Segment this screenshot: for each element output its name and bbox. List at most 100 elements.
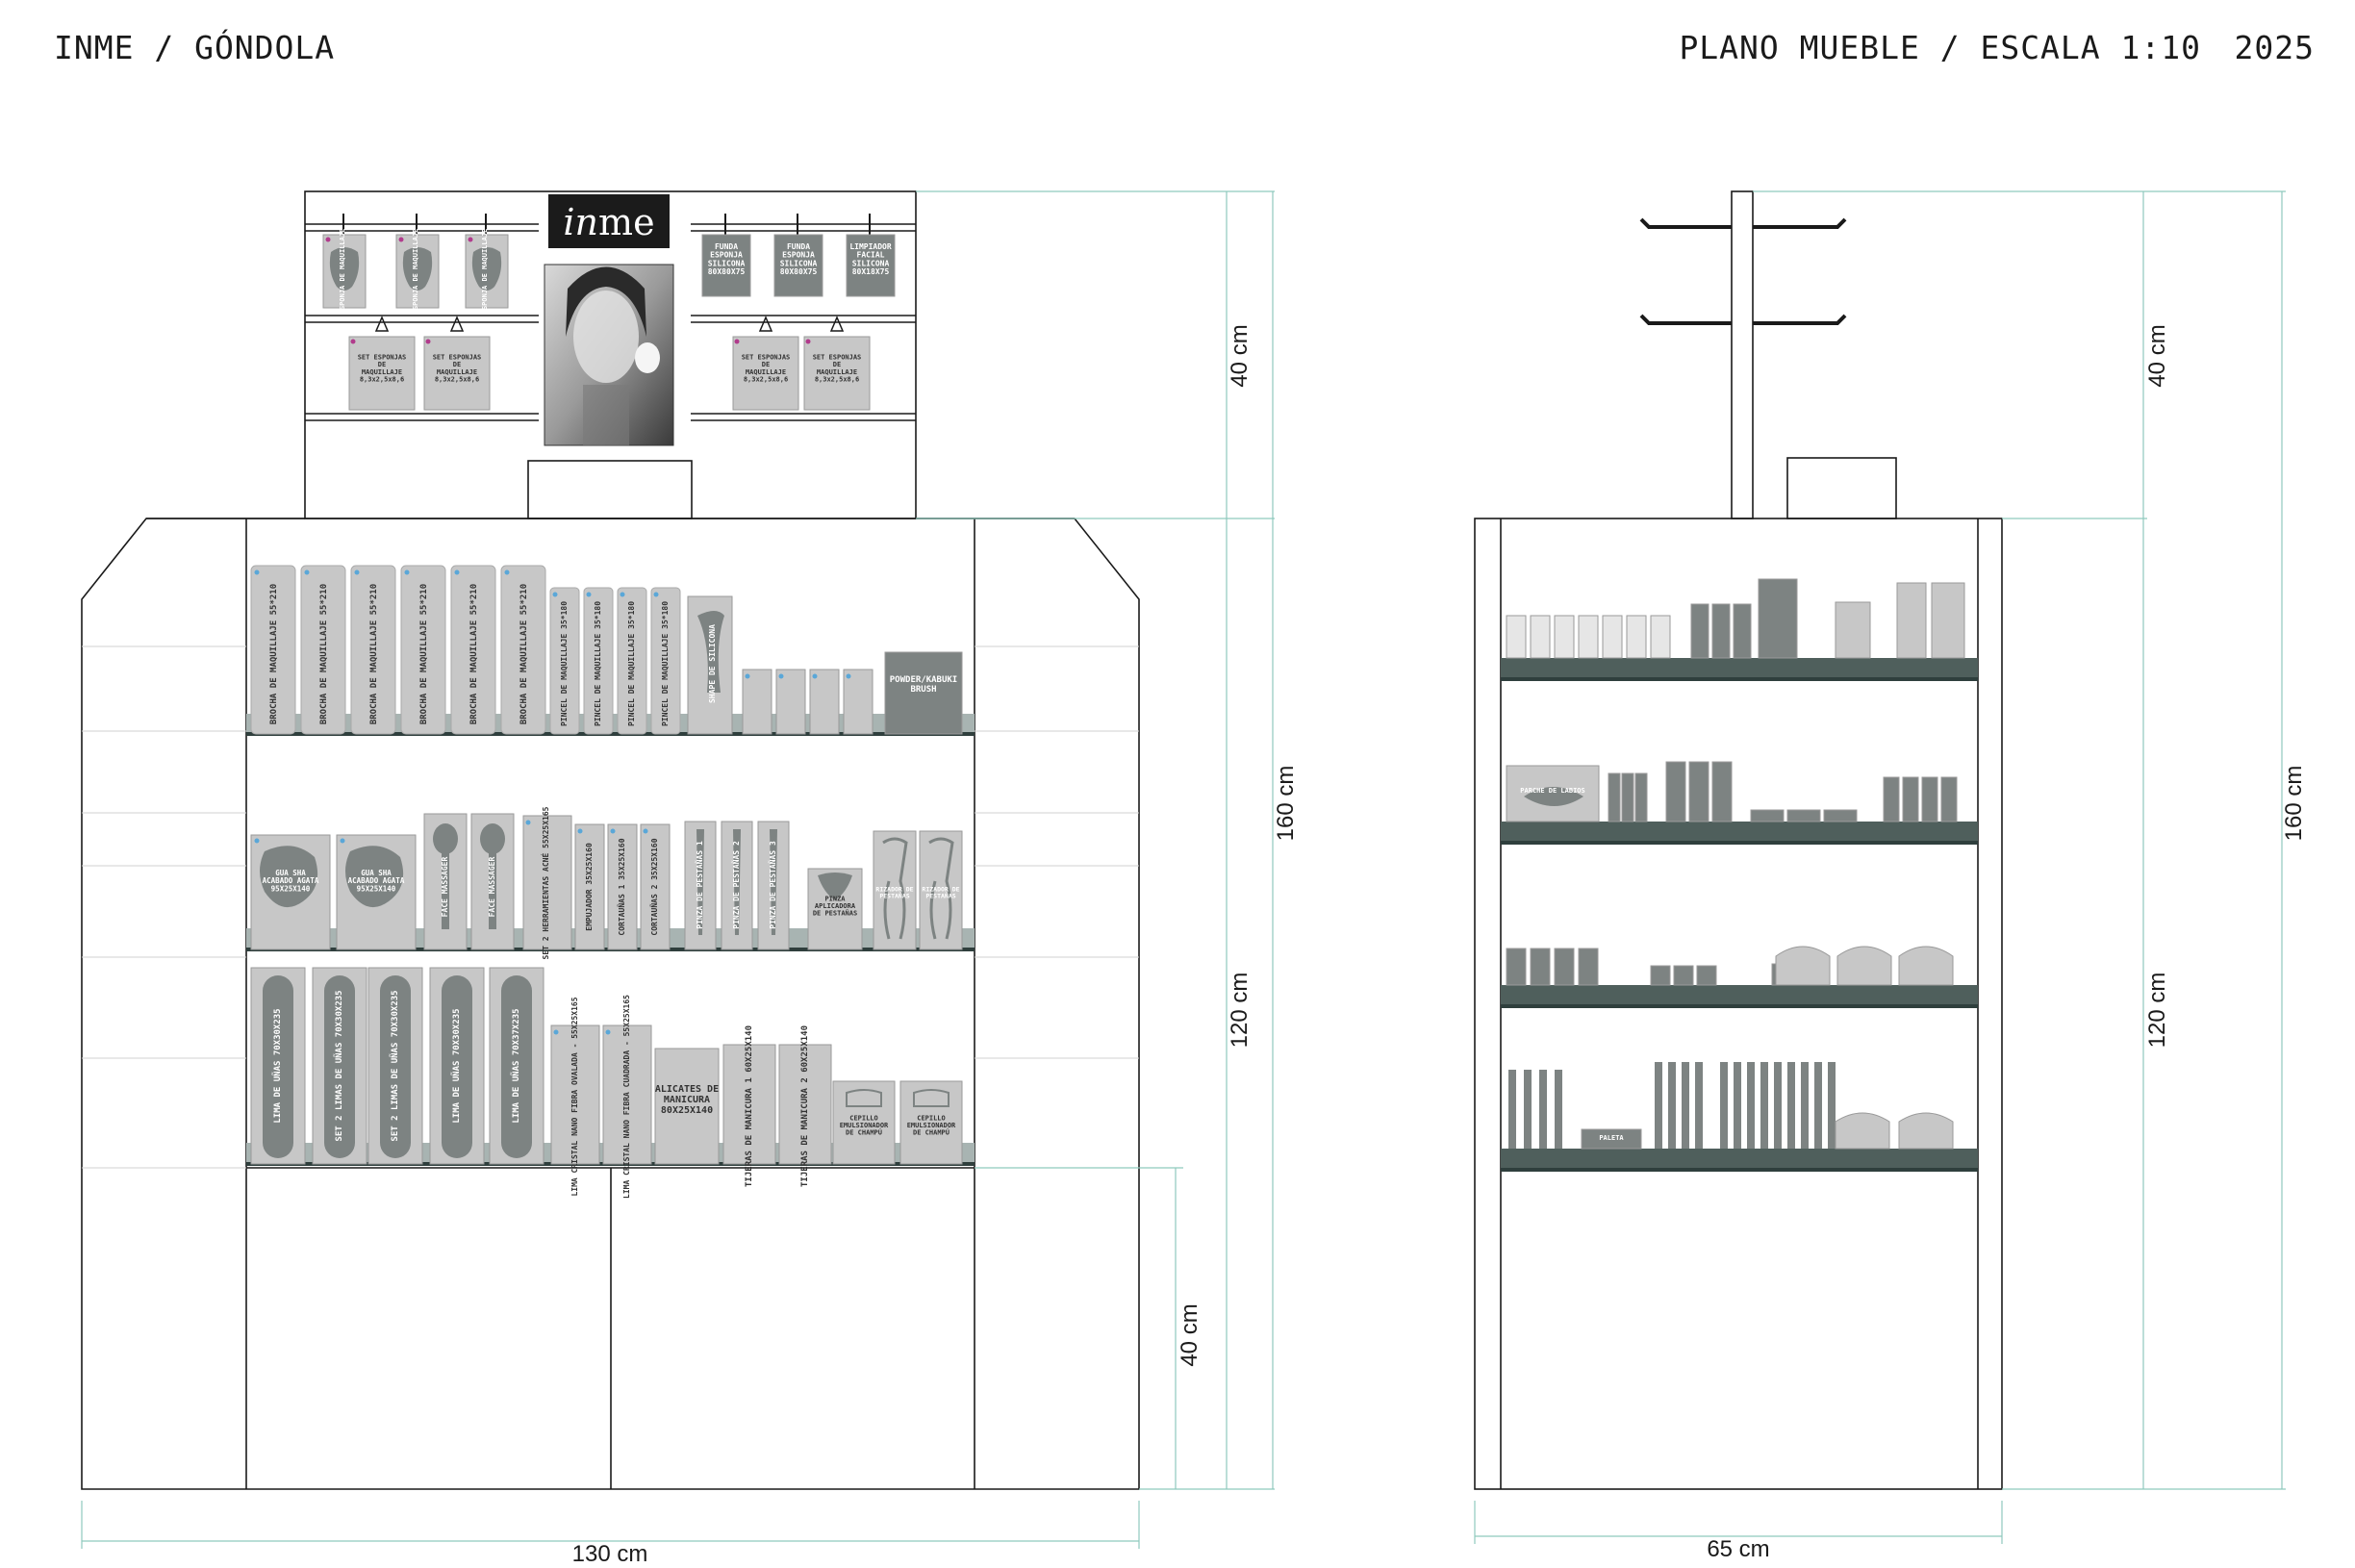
acne-tools-label: SET 2 HERRAMIENTAS ACNÉ 55X25X165 <box>540 806 550 959</box>
pen-product <box>1747 1062 1755 1149</box>
brush-package <box>350 565 396 735</box>
tube-box <box>1506 615 1527 659</box>
hook-product: FUNDA ESPONJA SILICONA 80X80X75 <box>773 214 823 297</box>
tweezer-label: PINZA DE PESTAÑAS 1 <box>695 841 704 929</box>
small-box <box>1673 965 1694 986</box>
front-shelves: BROCHA DE MAQUILLAJE 55*210 BROCHA DE MAQ… <box>246 565 975 1199</box>
header-neck <box>527 460 693 519</box>
tube-box <box>1883 776 1900 822</box>
scissors-label: TIJERAS DE MANICURA 2 60X25X140 <box>800 1025 810 1187</box>
pen-product <box>1720 1062 1728 1149</box>
dim-front-total: 160 cm <box>1273 766 1299 842</box>
flat-box <box>1750 809 1785 822</box>
curler-package <box>873 830 917 950</box>
nail-tool-label: CORTAUÑAS 1 35X25X160 <box>617 838 626 935</box>
hook-label: ESPONJA DE MAQUILLAJE <box>339 229 346 315</box>
scissors-package <box>778 1044 832 1165</box>
marker-dot <box>354 569 360 575</box>
massager-label: FACE MASSAGER <box>441 857 449 918</box>
marker-dot <box>805 339 811 344</box>
wing-guides <box>82 645 1139 1169</box>
front-shelf-3: LIMA DE UÑAS 70X30X235 SET 2 LIMAS DE UÑA… <box>246 967 975 1199</box>
marker-dot <box>525 820 531 825</box>
small-package <box>843 669 874 735</box>
glass-file-package <box>602 1024 652 1165</box>
dim-front-base: 40 cm <box>1177 1303 1203 1366</box>
marker-dot <box>643 828 648 834</box>
nail-tool-label: CORTAUÑAS 2 35X25X160 <box>649 838 659 935</box>
hook-package <box>701 234 751 297</box>
pincel-label: PINCEL DE MAQUILLAJE 35*180 <box>661 601 670 726</box>
marker-dot <box>254 838 260 844</box>
header-products: ESPONJA DE MAQUILLAJE ESPONJA DE MAQUILLA… <box>322 214 896 411</box>
tube-box <box>1758 578 1798 659</box>
front-view <box>81 190 1140 1490</box>
dimension-lines <box>81 190 2286 1549</box>
hook-product: FUNDA ESPONJA SILICONA 80X80X75 <box>701 214 751 297</box>
slim-box <box>1608 772 1621 822</box>
curler-package <box>919 830 963 950</box>
marker-dot <box>404 569 410 575</box>
side-shelf-4: PALETA <box>1501 1062 1978 1172</box>
marker-dot <box>577 828 583 834</box>
dim-side-width: 65 cm <box>1707 1536 1769 1562</box>
tube-box <box>1711 761 1733 822</box>
pen-product <box>1508 1070 1516 1149</box>
nail-file-label: LIMA DE UÑAS 70X37X235 <box>511 1008 521 1123</box>
nail-file-label: LIMA DE UÑAS 70X30X235 <box>272 1008 283 1123</box>
hook-package <box>773 234 823 297</box>
pen-product <box>1682 1062 1689 1149</box>
pincel-label: PINCEL DE MAQUILLAJE 35*180 <box>594 601 602 726</box>
pen-product <box>1801 1062 1809 1149</box>
brush-package <box>450 565 496 735</box>
nail-file-label: SET 2 LIMAS DE UÑAS 70X30X235 <box>390 990 400 1141</box>
marker-dot <box>620 592 625 597</box>
slim-box <box>1621 772 1634 822</box>
pliers-label: ALICATES DE MANICURA 80X25X140 <box>655 1084 719 1116</box>
tube-box <box>1578 615 1599 659</box>
set-label: SET ESPONJAS DE MAQUILLAJE 8,3x2,5x8,6 <box>433 353 482 383</box>
pen-product <box>1760 1062 1768 1149</box>
pen-product <box>1828 1062 1836 1149</box>
pliers-package <box>654 1048 720 1165</box>
scissors-label: TIJERAS DE MANICURA 1 60X25X140 <box>745 1025 754 1187</box>
hook-label: FUNDA ESPONJA SILICONA 80X80X75 <box>708 242 746 276</box>
dim-front-width: 130 cm <box>572 1541 648 1567</box>
marker-dot <box>610 828 616 834</box>
applicator-label: PINZA APLICADORA DE PESTAÑAS <box>813 895 857 917</box>
set-label: SET ESPONJAS DE MAQUILLAJE 8,3x2,5x8,6 <box>813 353 862 383</box>
nail-tool-package <box>640 823 671 950</box>
flat-box <box>1823 809 1858 822</box>
brush-clean-label: CEPILLO EMULSIONADOR DE CHAMPÚ <box>840 1114 889 1136</box>
tube-box <box>1626 615 1647 659</box>
brush-label: BROCHA DE MAQUILLAJE 55*210 <box>419 584 429 724</box>
cube-box <box>1578 948 1599 986</box>
small-package <box>742 669 772 735</box>
dim-side-top: 40 cm <box>2144 324 2170 387</box>
tweezer-label: PINZA DE PESTAÑAS 2 <box>731 841 741 929</box>
hook-product: ESPONJA DE MAQUILLAJE <box>465 214 509 314</box>
set-product: SET ESPONJAS DE MAQUILLAJE 8,3x2,5x8,6 <box>423 316 491 411</box>
scissors-package <box>722 1044 776 1165</box>
set-package <box>423 336 491 411</box>
dome-pack <box>1898 946 1954 986</box>
svg-text:inme: inme <box>563 201 654 243</box>
marker-dot <box>778 673 784 679</box>
palette-label: PALETA <box>1599 1134 1624 1142</box>
pen-product <box>1655 1062 1662 1149</box>
tube-box <box>1940 776 1958 822</box>
hook-product: LIMPIADOR FACIAL SILICONA 80X18X75 <box>846 214 896 297</box>
kabuki-package <box>884 651 963 735</box>
kabuki-label: POWDER/KABUKI BRUSH <box>890 675 957 695</box>
marker-dot <box>812 673 818 679</box>
tube-box <box>1733 603 1752 659</box>
marker-dot <box>605 1029 611 1035</box>
marker-dot <box>454 569 460 575</box>
pen-product <box>1774 1062 1782 1149</box>
set-label: SET ESPONJAS DE MAQUILLAJE 8,3x2,5x8,6 <box>358 353 407 383</box>
small-box <box>1696 965 1717 986</box>
brush-label: BROCHA DE MAQUILLAJE 55*210 <box>319 584 329 724</box>
marker-dot <box>846 673 851 679</box>
nail-file-label: SET 2 LIMAS DE UÑAS 70X30X235 <box>334 990 344 1141</box>
